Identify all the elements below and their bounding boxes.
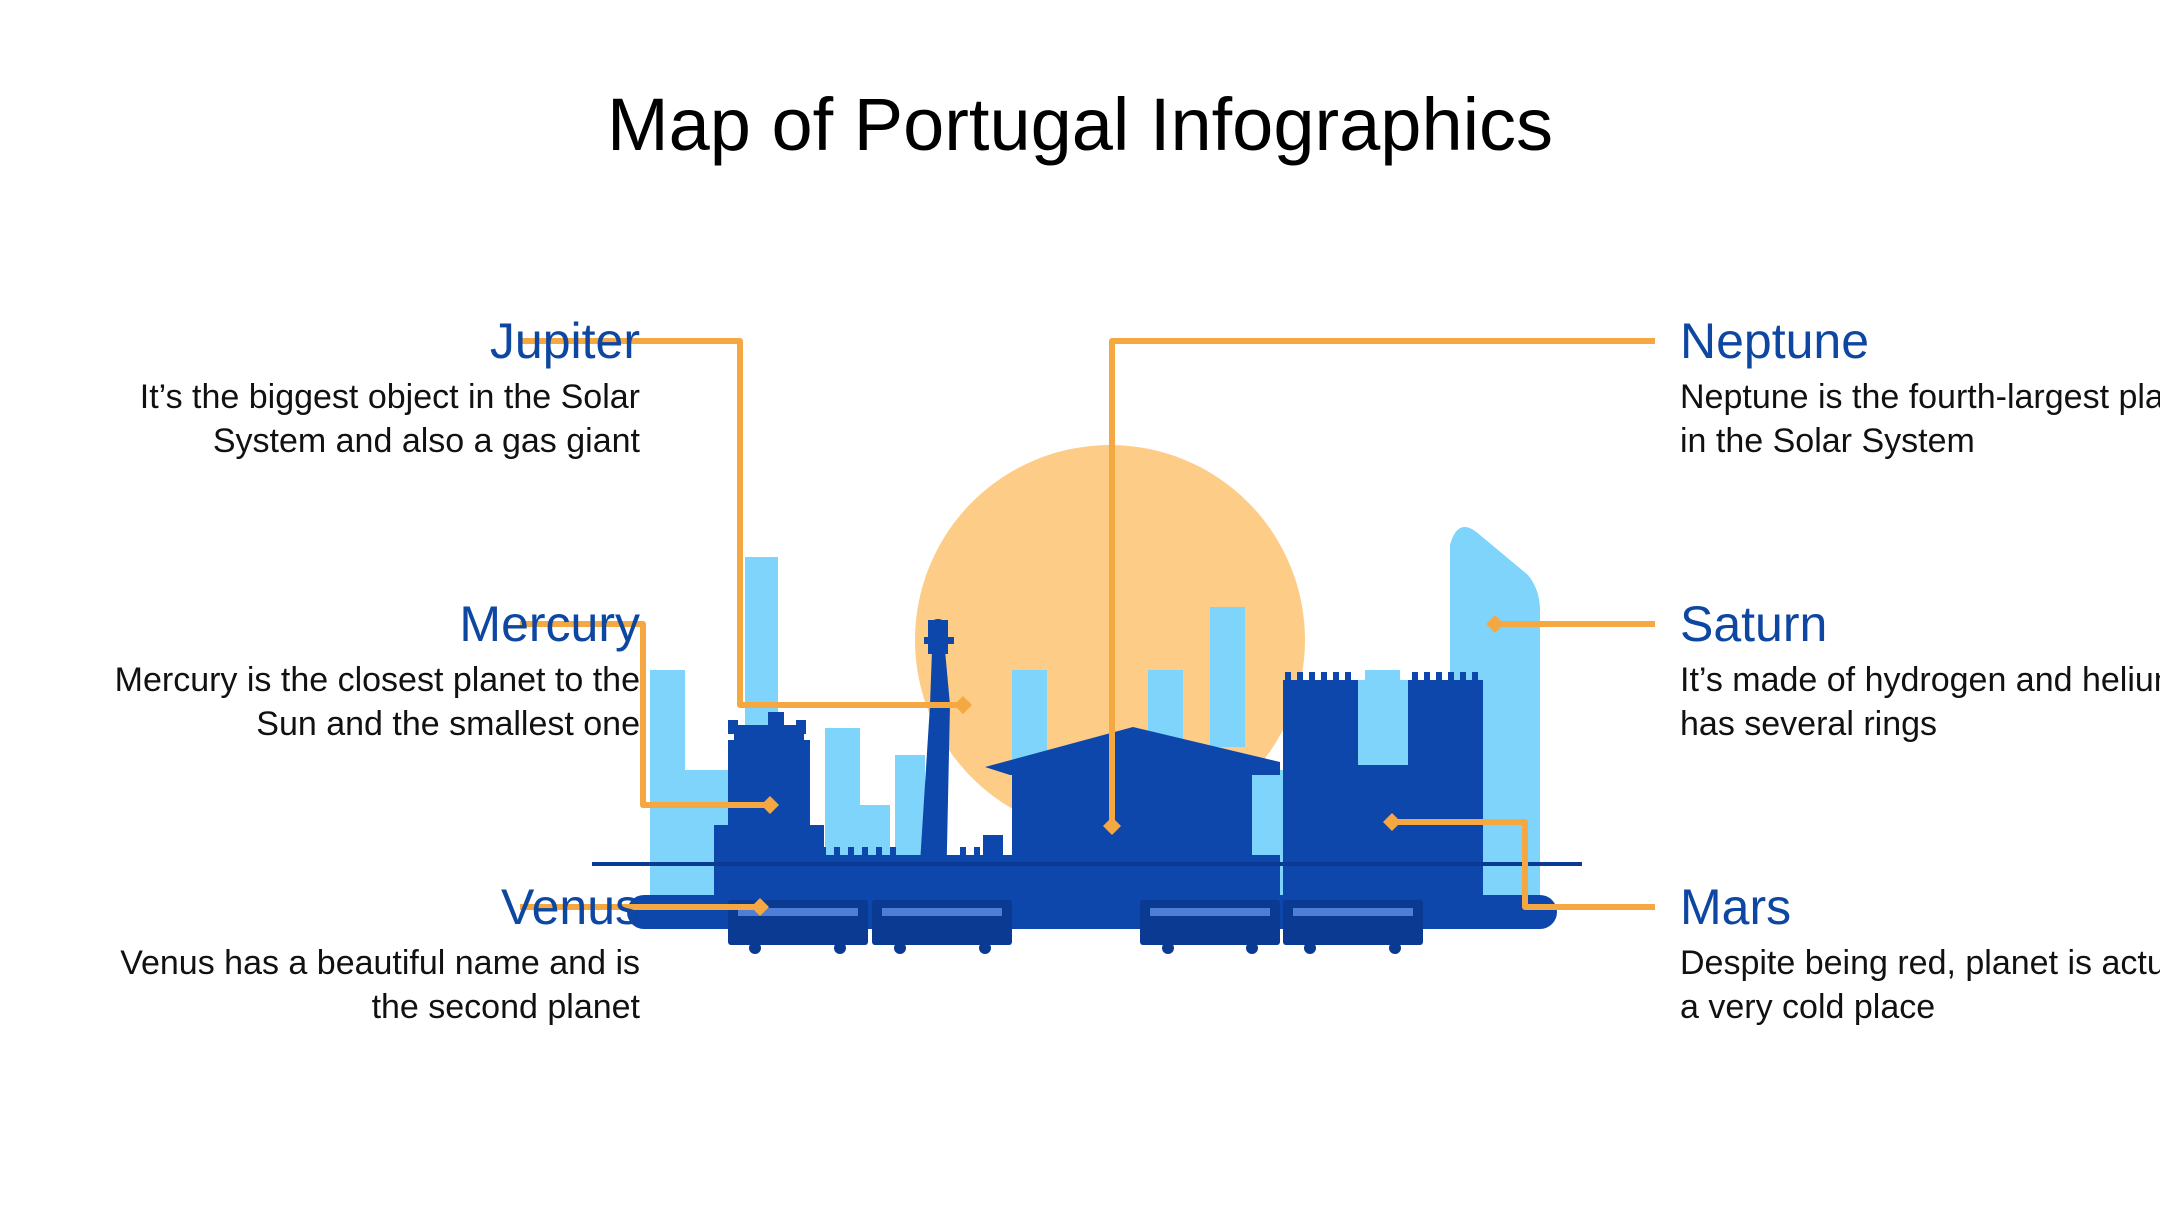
saturn-description: It’s made of hydrogen and helium. It has… — [1680, 661, 2160, 743]
venus-description: Venus has a beautiful name and is the se… — [120, 944, 640, 1026]
foreground-buildings — [714, 619, 1483, 895]
mercury-heading: Mercury — [459, 596, 640, 652]
connector-lines — [520, 338, 1655, 910]
jupiter-block: Jupiter It’s the biggest object in the S… — [80, 312, 640, 463]
connector-jupiter — [520, 338, 963, 708]
venus-block: Venus Venus has a beautiful name and is … — [80, 878, 640, 1029]
jupiter-heading: Jupiter — [489, 313, 640, 369]
mars-description: Despite being red, planet is actually a … — [1680, 944, 2160, 1026]
page-title: Map of Portugal Infographics — [606, 83, 1554, 166]
tram — [1283, 900, 1423, 954]
mars-heading: Mars — [1680, 879, 1792, 935]
mercury-description: Mercury is the closest planet to the Sun… — [114, 661, 640, 743]
saturn-block: Saturn It’s made of hydrogen and helium.… — [1680, 595, 2160, 746]
venus-heading: Venus — [500, 879, 640, 935]
tram — [1140, 900, 1280, 954]
connector-mars — [1392, 819, 1655, 910]
horizon-line — [592, 862, 1582, 866]
saturn-heading: Saturn — [1680, 596, 1828, 652]
neptune-block: Neptune Neptune is the fourth-largest pl… — [1680, 312, 2160, 463]
neptune-heading: Neptune — [1680, 313, 1870, 369]
jupiter-description: It’s the biggest object in the Solar Sys… — [139, 378, 640, 460]
connector-neptune — [1109, 338, 1655, 826]
tram — [872, 900, 1012, 954]
mars-block: Mars Despite being red, planet is actual… — [1680, 878, 2160, 1029]
crenellations — [820, 672, 1478, 857]
connector-mercury — [520, 621, 770, 808]
connector-markers — [751, 615, 1504, 916]
neptune-description: Neptune is the fourth-largest planet in … — [1680, 378, 2160, 460]
mercury-block: Mercury Mercury is the closest planet to… — [80, 595, 640, 746]
